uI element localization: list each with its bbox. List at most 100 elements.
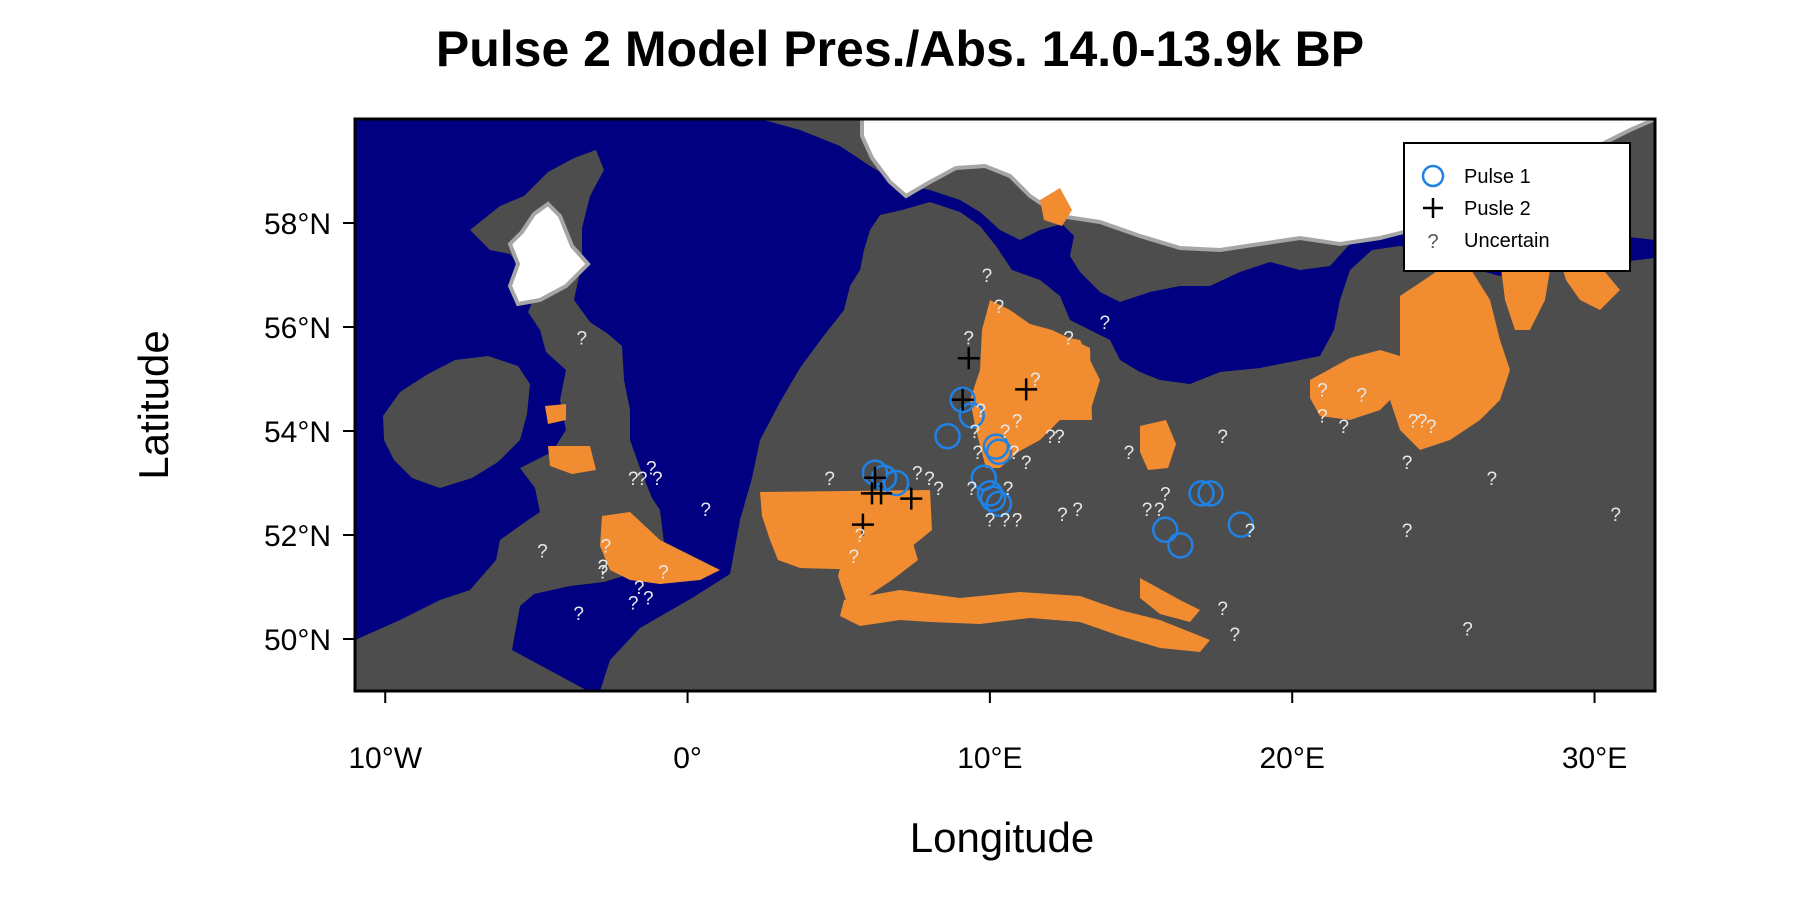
presence-patch xyxy=(1058,336,1100,416)
legend-uncertain-symbol: ? xyxy=(1427,231,1438,253)
land-britain xyxy=(355,150,666,691)
x-tick-label: 10°E xyxy=(957,742,1022,775)
uncertain-marker: ? xyxy=(1317,406,1328,427)
pulse2-marker xyxy=(1015,378,1038,401)
uncertain-marker: ? xyxy=(1426,417,1437,438)
pulse1-marker xyxy=(1167,532,1194,559)
markers-layer: ????????????????????????????????????????… xyxy=(537,266,1621,646)
uncertain-marker: ? xyxy=(537,542,548,563)
y-tick-label: 54°N xyxy=(264,416,331,449)
pulse1-marker xyxy=(1151,516,1179,544)
uncertain-marker: ? xyxy=(628,594,639,615)
uncertain-marker: ? xyxy=(700,500,711,521)
uncertain-marker: ? xyxy=(855,526,866,547)
uncertain-marker: ? xyxy=(1030,370,1041,391)
pulse1-marker xyxy=(979,485,1007,512)
uncertain-marker: ? xyxy=(973,443,984,464)
y-tick-label: 50°N xyxy=(264,624,331,657)
uncertain-marker: ? xyxy=(1021,453,1032,474)
uncertain-marker: ? xyxy=(966,479,977,500)
y-tick-label: 58°N xyxy=(264,208,331,241)
uncertain-marker: ? xyxy=(1417,412,1428,433)
uncertain-marker: ? xyxy=(658,562,669,583)
x-tick-label: 10°W xyxy=(348,742,422,775)
pulse2-marker xyxy=(864,466,886,489)
ice-sheet-scotland xyxy=(507,201,591,307)
pulse1-marker xyxy=(882,469,910,497)
uncertain-marker: ? xyxy=(652,469,663,490)
pulse1-marker xyxy=(982,433,1010,460)
presence-patch xyxy=(1140,578,1200,622)
uncertain-marker: ? xyxy=(643,588,654,609)
uncertain-marker: ? xyxy=(1160,484,1171,505)
pulse1-marker xyxy=(1227,511,1255,538)
pulse2-marker xyxy=(900,487,923,510)
uncertain-marker: ? xyxy=(1124,443,1135,464)
presence-patch xyxy=(1390,262,1510,450)
uncertain-marker: ? xyxy=(601,536,612,557)
uncertain-marker: ? xyxy=(598,562,609,583)
uncertain-marker: ? xyxy=(634,578,645,599)
x-axis: 10°W 0° 10°E 20°E 30°E xyxy=(348,690,1627,775)
uncertain-marker: ? xyxy=(598,557,609,578)
uncertain-marker: ? xyxy=(1610,505,1621,526)
uncertain-marker: ? xyxy=(1009,443,1020,464)
land-ireland xyxy=(383,356,530,488)
legend-pulse2-symbol xyxy=(1423,198,1443,218)
presence-patch xyxy=(548,446,596,474)
legend-uncertain-label: Uncertain xyxy=(1464,230,1550,252)
uncertain-marker: ? xyxy=(1072,500,1083,521)
uncertain-marker: ? xyxy=(969,422,980,443)
pulse1-marker xyxy=(1188,480,1215,507)
x-axis-title: Longitude xyxy=(910,814,1095,861)
uncertain-marker: ? xyxy=(849,547,860,568)
uncertain-marker: ? xyxy=(1317,380,1328,401)
uncertain-marker: ? xyxy=(628,469,639,490)
chart-title: Pulse 2 Model Pres./Abs. 14.0-13.9k BP xyxy=(436,21,1364,77)
presence-patch xyxy=(1500,256,1550,330)
uncertain-marker: ? xyxy=(1402,521,1413,542)
presence-patch xyxy=(545,404,566,424)
uncertain-marker: ? xyxy=(1142,500,1153,521)
uncertain-marker: ? xyxy=(637,469,648,490)
x-tick-label: 0° xyxy=(673,742,702,775)
uncertain-marker: ? xyxy=(1217,599,1228,620)
presence-patch xyxy=(1140,420,1176,470)
pulse1-marker xyxy=(985,490,1013,518)
uncertain-marker: ? xyxy=(1402,453,1413,474)
uncertain-marker: ? xyxy=(933,479,944,500)
uncertain-marker: ? xyxy=(1003,479,1014,500)
pulse2-marker xyxy=(951,388,974,411)
x-tick-label: 20°E xyxy=(1260,742,1325,775)
uncertain-marker: ? xyxy=(1217,427,1228,448)
uncertain-marker: ? xyxy=(1054,427,1065,448)
pulse1-marker xyxy=(934,422,961,450)
uncertain-marker: ? xyxy=(976,401,987,422)
legend-pulse1-symbol xyxy=(1421,164,1445,188)
pulse2-marker xyxy=(957,347,980,370)
presence-patch xyxy=(1310,350,1400,420)
legend-pulse1-label: Pulse 1 xyxy=(1464,166,1531,188)
presence-patch xyxy=(1040,188,1072,226)
uncertain-marker: ? xyxy=(1245,521,1256,542)
uncertain-marker: ? xyxy=(576,328,587,349)
uncertain-marker: ? xyxy=(1356,386,1367,407)
uncertain-marker: ? xyxy=(985,510,996,531)
x-tick-label: 30°E xyxy=(1562,742,1627,775)
presence-patch xyxy=(1560,260,1620,310)
pulse1-marker xyxy=(985,438,1013,466)
uncertain-marker: ? xyxy=(1012,510,1023,531)
y-axis: 50°N 52°N 54°N 56°N 58°N xyxy=(264,208,356,657)
pulse1-marker xyxy=(958,402,985,429)
uncertain-marker: ? xyxy=(1099,313,1110,334)
uncertain-marker: ? xyxy=(912,464,923,485)
uncertain-marker: ? xyxy=(1045,427,1056,448)
uncertain-marker: ? xyxy=(1057,505,1068,526)
uncertain-marker: ? xyxy=(573,604,584,625)
uncertain-marker: ? xyxy=(994,297,1005,318)
y-tick-label: 56°N xyxy=(264,312,331,345)
uncertain-marker: ? xyxy=(1000,510,1011,531)
legend-pulse2-label: Pusle 2 xyxy=(1464,198,1531,220)
presence-patch xyxy=(600,512,720,584)
